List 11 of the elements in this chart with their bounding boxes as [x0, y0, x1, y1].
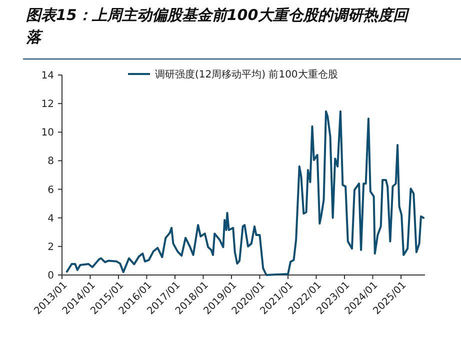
- y-tick-label: 6: [48, 184, 54, 196]
- y-tick-label: 10: [41, 128, 54, 139]
- y-tick-label: 0: [48, 270, 54, 282]
- legend-label: 调研强度(12周移动平均) 前100大重仓股: [155, 68, 338, 80]
- y-tick-label: 4: [48, 213, 54, 224]
- y-tick-label: 12: [41, 99, 54, 110]
- line-series: [66, 110, 425, 276]
- y-tick-label: 14: [41, 70, 54, 82]
- chart-title: 图表15：上周主动偏股基金前100大重仓股的调研热度回落: [26, 6, 410, 46]
- y-tick-label: 2: [48, 242, 54, 253]
- y-tick-label: 8: [48, 156, 54, 168]
